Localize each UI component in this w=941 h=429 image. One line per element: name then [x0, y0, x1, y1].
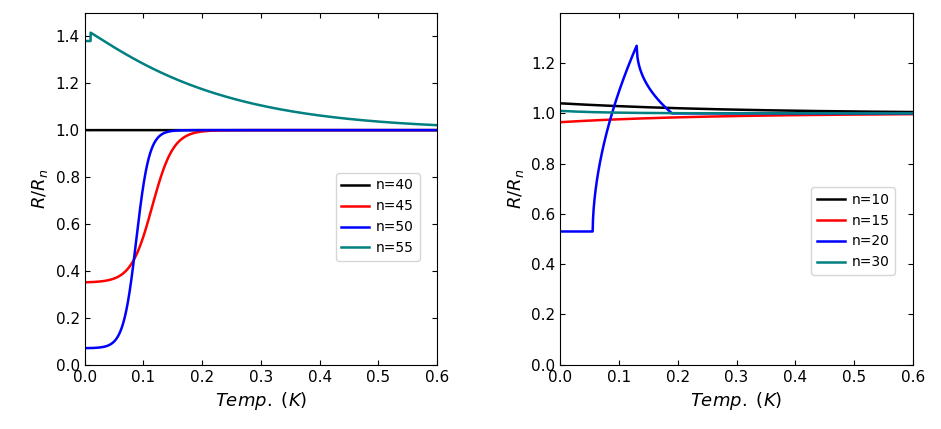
n=45 [387, 127, 398, 133]
n=30 [901, 111, 912, 116]
Line: n=55: n=55 [86, 33, 437, 125]
n=55 [431, 123, 442, 128]
n=20 [555, 229, 566, 234]
n=30 [907, 111, 918, 116]
Line: n=20: n=20 [561, 46, 913, 232]
n=15 [555, 120, 566, 125]
n=10 [555, 101, 566, 106]
n=10 [862, 109, 873, 114]
Line: n=15: n=15 [561, 114, 913, 122]
n=10 [901, 109, 912, 115]
Line: n=10: n=10 [561, 103, 913, 112]
n=40 [215, 127, 226, 133]
n=45 [431, 127, 442, 133]
n=50 [140, 166, 152, 172]
Line: n=30: n=30 [561, 111, 913, 113]
n=20 [706, 111, 717, 116]
n=50 [431, 127, 442, 133]
n=55 [230, 97, 241, 102]
n=50 [230, 127, 241, 133]
n=50 [387, 127, 398, 133]
n=15 [691, 114, 702, 119]
Legend: n=40, n=45, n=50, n=55: n=40, n=45, n=50, n=55 [336, 173, 420, 261]
n=15 [706, 114, 717, 119]
n=55 [120, 51, 131, 57]
n=40 [431, 127, 442, 133]
n=20 [863, 111, 874, 116]
n=55 [85, 30, 96, 35]
n=10 [907, 109, 918, 115]
n=30 [616, 110, 628, 115]
n=30 [596, 110, 607, 115]
n=55 [141, 63, 152, 68]
n=50 [424, 127, 436, 133]
n=40 [424, 127, 436, 133]
n=30 [691, 111, 702, 116]
n=50 [368, 127, 379, 133]
n=55 [387, 120, 398, 125]
n=55 [424, 122, 436, 127]
n=40 [230, 127, 241, 133]
n=20 [631, 43, 643, 48]
n=20 [907, 111, 918, 116]
n=45 [80, 280, 91, 285]
n=50 [215, 127, 226, 133]
n=50 [120, 312, 131, 317]
n=20 [596, 154, 607, 159]
n=45 [424, 127, 436, 133]
n=15 [901, 112, 912, 117]
n=55 [215, 92, 226, 97]
n=15 [907, 112, 918, 117]
n=45 [120, 269, 131, 274]
n=30 [706, 111, 717, 116]
X-axis label: $\it{Temp.}$ $\it{(K)}$: $\it{Temp.}$ $\it{(K)}$ [691, 390, 783, 412]
n=40 [140, 127, 152, 133]
n=30 [862, 111, 873, 116]
Line: n=50: n=50 [86, 130, 437, 348]
n=45 [215, 128, 226, 133]
n=40 [80, 127, 91, 133]
n=45 [140, 225, 152, 230]
n=10 [691, 106, 702, 111]
n=20 [901, 111, 912, 116]
n=40 [120, 127, 131, 133]
Line: n=45: n=45 [86, 130, 437, 282]
Y-axis label: $R/R_n$: $R/R_n$ [505, 169, 526, 209]
X-axis label: $\it{Temp.}$ $\it{(K)}$: $\it{Temp.}$ $\it{(K)}$ [215, 390, 307, 412]
n=50 [80, 346, 91, 351]
n=55 [80, 39, 91, 44]
n=45 [230, 127, 241, 133]
n=10 [706, 106, 717, 112]
n=20 [616, 80, 628, 85]
n=40 [387, 127, 398, 133]
n=15 [862, 112, 873, 117]
n=30 [555, 109, 566, 114]
n=15 [616, 117, 628, 122]
n=10 [616, 104, 628, 109]
Legend: n=10, n=15, n=20, n=30: n=10, n=15, n=20, n=30 [811, 187, 895, 275]
Y-axis label: $R/R_n$: $R/R_n$ [30, 169, 50, 209]
n=10 [596, 103, 607, 108]
n=20 [691, 111, 702, 116]
n=15 [596, 118, 607, 123]
